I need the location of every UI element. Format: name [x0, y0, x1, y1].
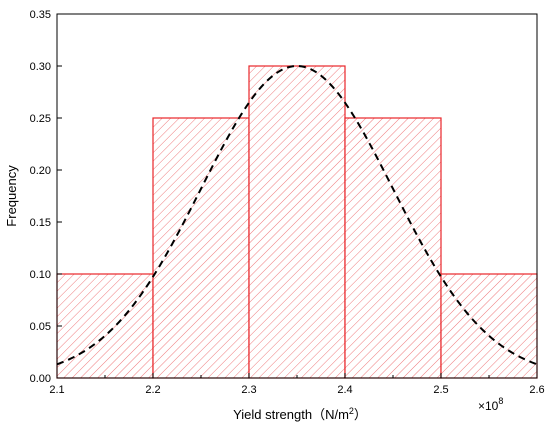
x-tick-label-3: 2.4 — [337, 384, 352, 396]
histogram-bar-5 — [440, 273, 538, 379]
normal-fit-curve — [57, 64, 537, 366]
histogram-bar-1 — [56, 273, 154, 379]
y-tick-label-7: 0.35 — [30, 9, 51, 21]
histogram-bar-4 — [344, 117, 442, 379]
y-tick-label-5: 0.25 — [30, 113, 51, 125]
x-tick-label-0: 2.1 — [49, 384, 64, 396]
y-tick-label-3: 0.15 — [30, 217, 51, 229]
x-tick-label-2: 2.3 — [241, 384, 256, 396]
bars-group — [56, 65, 538, 379]
y-tick-label-1: 0.05 — [30, 321, 51, 333]
histogram-bar-3 — [248, 65, 346, 379]
y-tick-label-0: 0.00 — [30, 373, 51, 385]
y-tick-label-6: 0.30 — [30, 61, 51, 73]
x-axis-multiplier: ×108 — [478, 396, 503, 413]
x-axis-title: Yield strength（N/m2） — [233, 406, 367, 422]
y-axis-title: Frequency — [4, 165, 19, 227]
histogram-bar-2 — [152, 117, 250, 379]
x-axis-ticks: 2.1 2.2 2.3 2.4 2.5 2.6 — [49, 373, 545, 396]
y-tick-label-2: 0.10 — [30, 269, 51, 281]
x-tick-label-4: 2.5 — [433, 384, 448, 396]
y-tick-label-4: 0.20 — [30, 165, 51, 177]
x-tick-label-1: 2.2 — [145, 384, 160, 396]
y-axis-ticks: 0.00 0.05 0.10 0.15 0.20 0.25 0.30 0.35 — [30, 9, 62, 385]
x-tick-label-5: 2.6 — [529, 384, 544, 396]
